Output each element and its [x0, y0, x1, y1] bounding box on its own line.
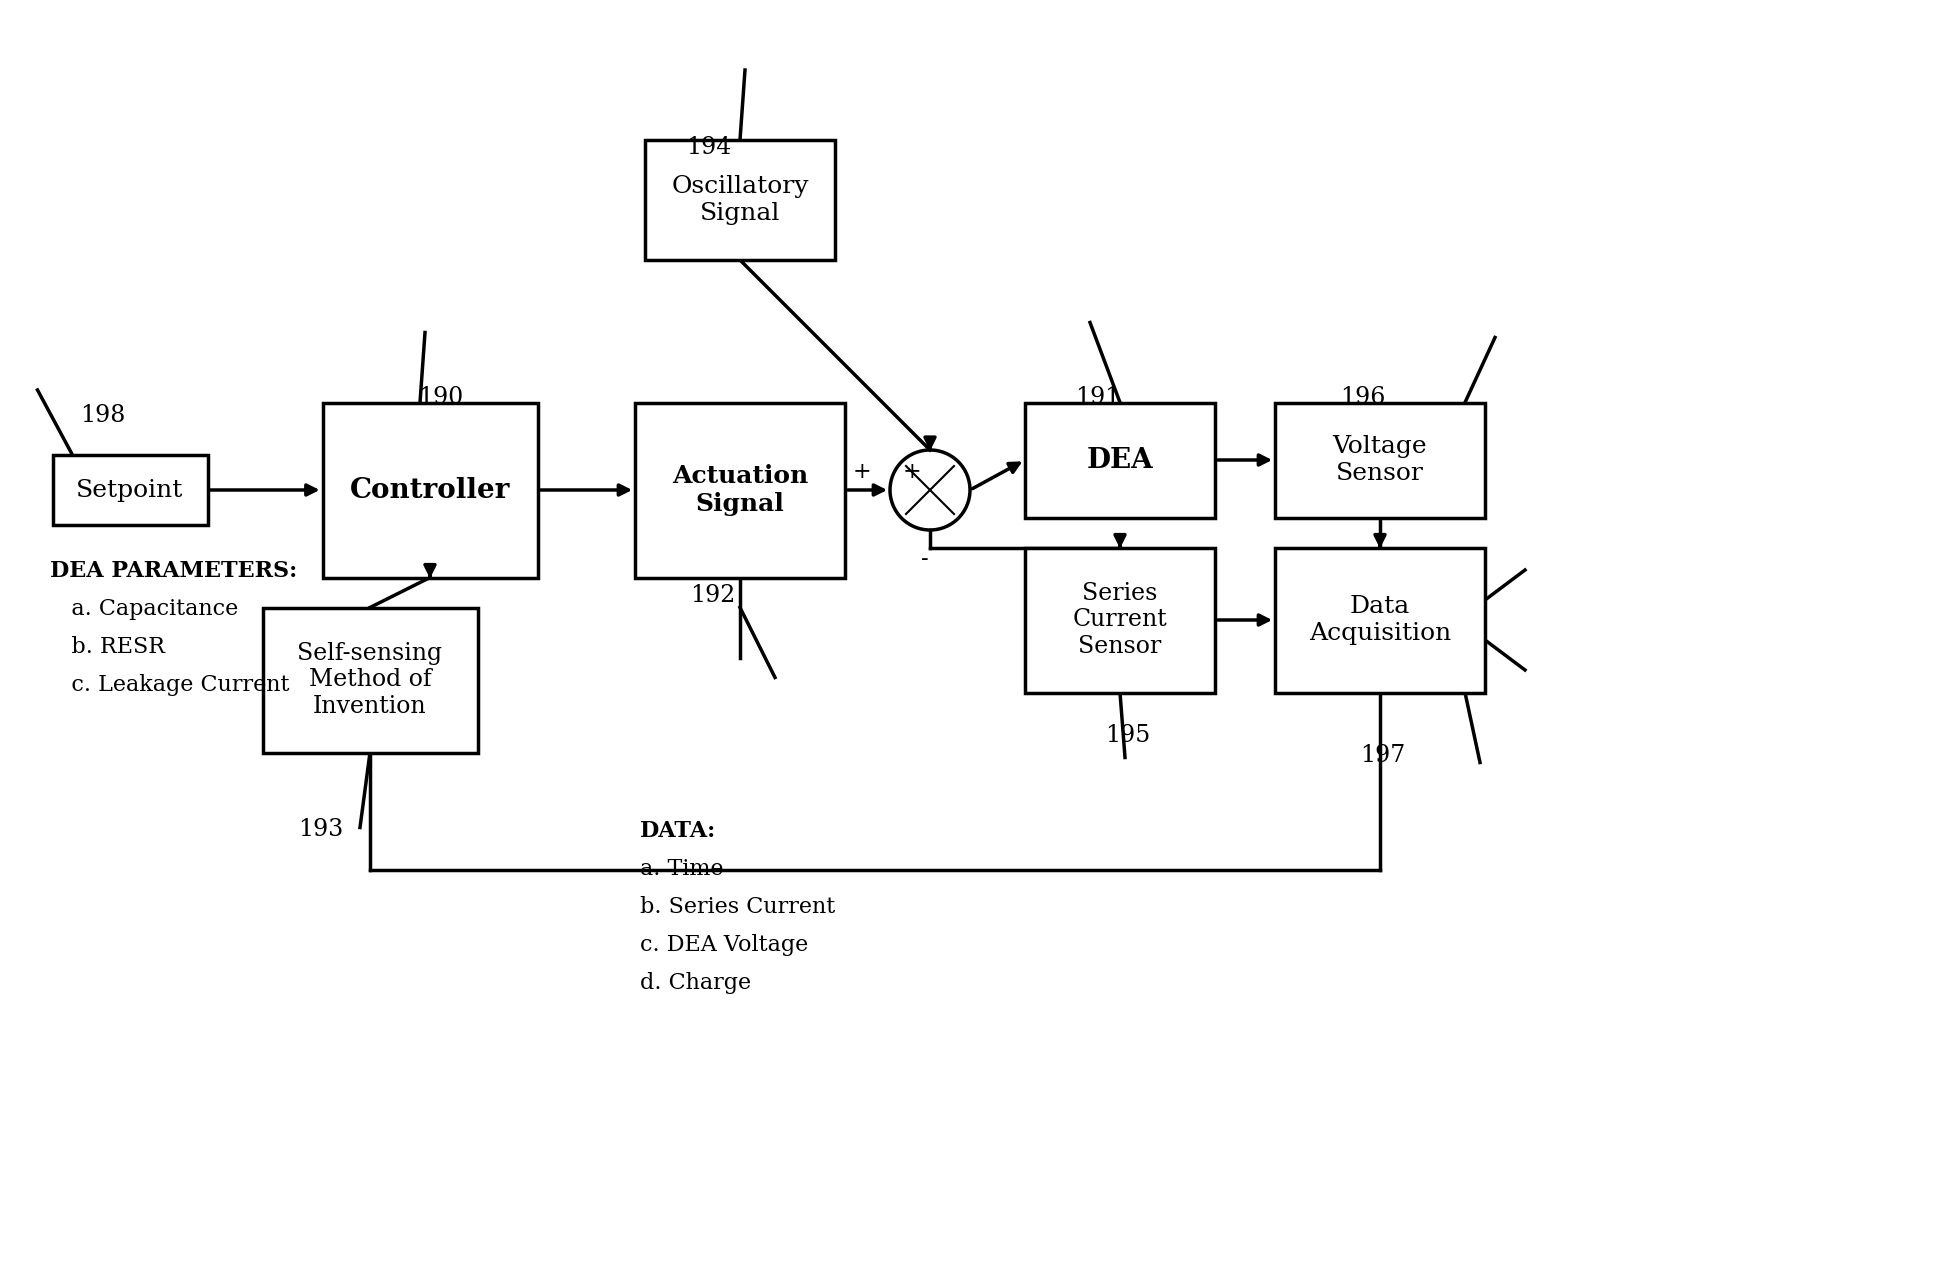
Bar	[635, 402, 845, 577]
Text: Data
Acquisition: Data Acquisition	[1309, 595, 1451, 645]
Text: 198: 198	[80, 404, 125, 427]
Text: +: +	[902, 461, 921, 483]
Bar	[645, 140, 834, 261]
Text: 193: 193	[298, 819, 343, 842]
Text: Oscillatory
Signal: Oscillatory Signal	[670, 175, 808, 225]
Text: 197: 197	[1360, 743, 1405, 766]
Text: +: +	[853, 461, 871, 483]
Bar	[1025, 548, 1214, 692]
Text: 194: 194	[686, 137, 730, 160]
Text: d. Charge: d. Charge	[639, 972, 750, 994]
Text: DATA:: DATA:	[639, 820, 715, 842]
Text: 195: 195	[1105, 724, 1149, 747]
Text: b. RESR: b. RESR	[51, 636, 166, 658]
Bar	[321, 402, 538, 577]
Text: c. DEA Voltage: c. DEA Voltage	[639, 933, 808, 956]
Text: Voltage
Sensor: Voltage Sensor	[1332, 435, 1426, 485]
Text: a. Time: a. Time	[639, 858, 723, 880]
Bar	[263, 608, 477, 752]
Text: DEA PARAMETERS:: DEA PARAMETERS:	[51, 561, 298, 582]
Text: 191: 191	[1075, 387, 1120, 410]
Bar	[1274, 402, 1484, 517]
Text: 190: 190	[417, 387, 464, 410]
Bar	[1274, 548, 1484, 692]
Bar	[53, 455, 206, 525]
Text: Setpoint: Setpoint	[76, 479, 183, 502]
Text: b. Series Current: b. Series Current	[639, 896, 836, 918]
Text: DEA: DEA	[1087, 447, 1153, 474]
Text: c. Leakage Current: c. Leakage Current	[51, 674, 290, 696]
Text: Controller: Controller	[349, 476, 510, 503]
Text: Series
Current
Sensor: Series Current Sensor	[1071, 582, 1167, 658]
Text: 196: 196	[1340, 387, 1385, 410]
Text: -: -	[921, 548, 929, 570]
Bar	[1025, 402, 1214, 517]
Text: Self-sensing
Method of
Invention: Self-sensing Method of Invention	[298, 642, 442, 718]
Text: 192: 192	[690, 584, 734, 607]
Text: a. Capacitance: a. Capacitance	[51, 598, 238, 621]
Text: Actuation
Signal: Actuation Signal	[672, 464, 808, 516]
